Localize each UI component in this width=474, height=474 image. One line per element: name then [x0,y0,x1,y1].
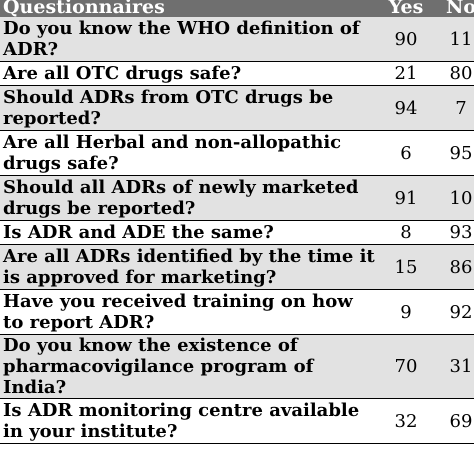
no-count-cell: 7 [432,85,474,131]
table-row: Are all ADRs identified by the time it i… [0,244,474,290]
header-row: Questionnaires Yes No [0,0,474,17]
question-cell: Have you received training on how to rep… [0,289,380,335]
yes-count-cell: 32 [380,398,432,444]
table-row: Are all OTC drugs safe? 21 80 [0,61,474,86]
header-yes: Yes [380,0,432,17]
survey-table: Questionnaires Yes No Do you know the WH… [0,0,474,444]
no-count-cell: 10 [432,175,474,221]
table-row: Should ADRs from OTC drugs be reported? … [0,85,474,131]
yes-count-cell: 90 [380,17,432,62]
table-row: Should all ADRs of newly marketed drugs … [0,175,474,221]
yes-count-cell: 91 [380,175,432,221]
no-count-cell: 92 [432,289,474,335]
question-cell: Are all ADRs identified by the time it i… [0,244,380,290]
question-cell: Do you know the existence of pharmacovig… [0,334,380,399]
table-row: Is ADR monitoring centre available in yo… [0,398,474,444]
table-header: Questionnaires Yes No [0,0,474,17]
yes-count-cell: 94 [380,85,432,131]
yes-count-cell: 6 [380,130,432,176]
no-count-cell: 69 [432,398,474,444]
question-cell: Do you know the WHO definition of ADR? [0,17,380,62]
yes-count-cell: 9 [380,289,432,335]
table-row: Are all Herbal and non-allopathic drugs … [0,130,474,176]
question-cell: Are all OTC drugs safe? [0,61,380,86]
no-count-cell: 93 [432,220,474,245]
no-count-cell: 86 [432,244,474,290]
yes-count-cell: 8 [380,220,432,245]
yes-count-cell: 21 [380,61,432,86]
question-cell: Are all Herbal and non-allopathic drugs … [0,130,380,176]
no-count-cell: 31 [432,334,474,399]
table-row: Do you know the WHO definition of ADR? 9… [0,17,474,62]
question-cell: Should all ADRs of newly marketed drugs … [0,175,380,221]
no-count-cell: 95 [432,130,474,176]
table-row: Have you received training on how to rep… [0,289,474,335]
table-body: Do you know the WHO definition of ADR? 9… [0,17,474,444]
question-cell: Should ADRs from OTC drugs be reported? [0,85,380,131]
question-cell: Is ADR and ADE the same? [0,220,380,245]
header-no: No [432,0,474,17]
no-count-cell: 11 [432,17,474,62]
yes-count-cell: 70 [380,334,432,399]
header-questionnaires: Questionnaires [0,0,380,17]
table-row: Is ADR and ADE the same? 8 93 [0,220,474,245]
table-row: Do you know the existence of pharmacovig… [0,334,474,399]
no-count-cell: 80 [432,61,474,86]
yes-count-cell: 15 [380,244,432,290]
question-cell: Is ADR monitoring centre available in yo… [0,398,380,444]
